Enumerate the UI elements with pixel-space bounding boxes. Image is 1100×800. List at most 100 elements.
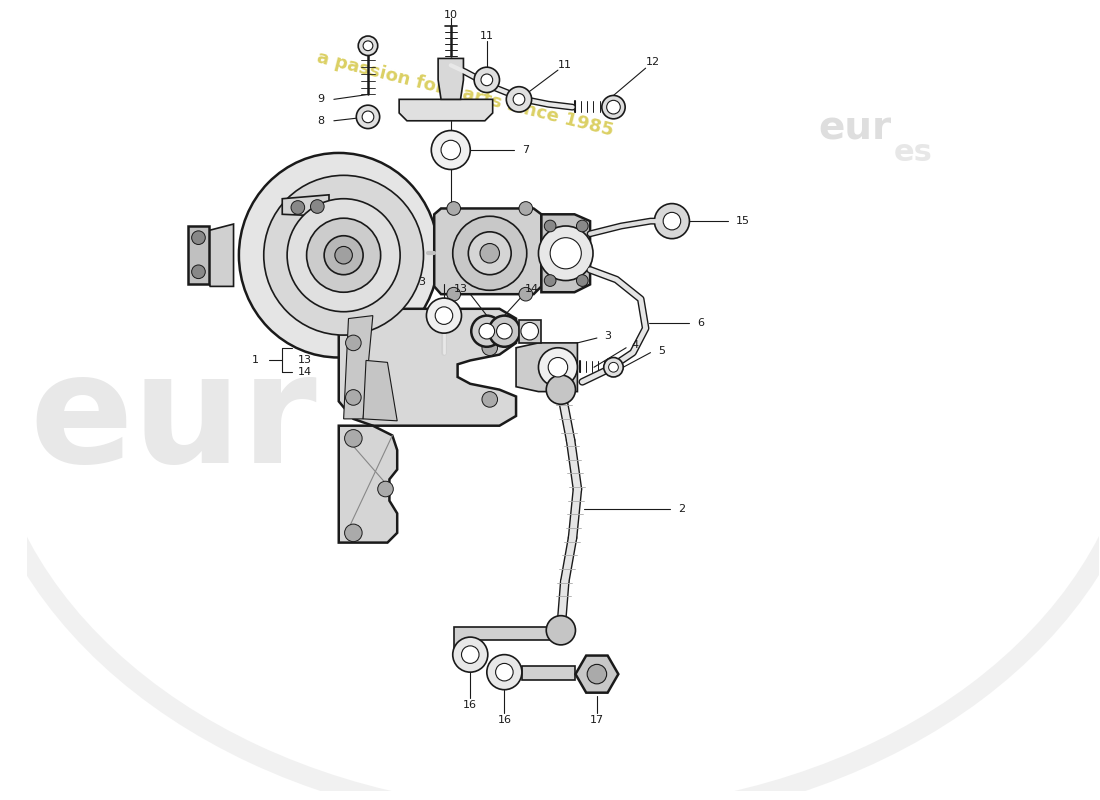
Circle shape: [521, 322, 539, 340]
Circle shape: [487, 654, 521, 690]
Circle shape: [548, 358, 568, 377]
Circle shape: [345, 390, 361, 406]
Circle shape: [453, 637, 487, 672]
Text: 14: 14: [525, 284, 539, 294]
Text: 3: 3: [418, 278, 425, 287]
Polygon shape: [516, 343, 578, 392]
Circle shape: [519, 287, 532, 301]
Text: 16: 16: [497, 715, 512, 725]
Circle shape: [604, 358, 624, 377]
Text: 2: 2: [678, 503, 685, 514]
Circle shape: [441, 140, 461, 160]
Circle shape: [462, 646, 478, 663]
Text: 8: 8: [317, 116, 324, 126]
Circle shape: [478, 323, 495, 339]
Circle shape: [602, 95, 625, 119]
Circle shape: [544, 220, 556, 232]
Polygon shape: [339, 309, 516, 426]
Circle shape: [663, 212, 681, 230]
Circle shape: [480, 243, 499, 263]
Polygon shape: [339, 426, 397, 542]
Circle shape: [587, 664, 607, 684]
Circle shape: [191, 231, 206, 245]
Circle shape: [359, 36, 377, 55]
Circle shape: [191, 265, 206, 278]
Circle shape: [453, 216, 527, 290]
Text: a passion for parts since 1985: a passion for parts since 1985: [316, 49, 616, 140]
Text: 16: 16: [463, 700, 477, 710]
Circle shape: [496, 663, 513, 681]
Circle shape: [513, 94, 525, 105]
Circle shape: [482, 340, 497, 355]
Circle shape: [427, 298, 462, 333]
Circle shape: [377, 482, 394, 497]
Circle shape: [264, 175, 424, 335]
Circle shape: [481, 74, 493, 86]
Text: 1: 1: [252, 355, 258, 366]
Text: 11: 11: [480, 31, 494, 41]
Circle shape: [334, 246, 352, 264]
Text: 3: 3: [604, 331, 611, 341]
Polygon shape: [575, 655, 618, 693]
Text: eur: eur: [30, 346, 317, 495]
Circle shape: [436, 307, 453, 324]
Polygon shape: [399, 99, 493, 121]
Text: 13: 13: [298, 355, 311, 366]
Circle shape: [544, 274, 556, 286]
Text: 14: 14: [298, 367, 312, 377]
Circle shape: [363, 41, 373, 50]
Polygon shape: [207, 224, 233, 286]
Polygon shape: [519, 319, 541, 343]
Circle shape: [310, 200, 324, 214]
Circle shape: [654, 203, 690, 238]
Circle shape: [344, 524, 362, 542]
Text: 15: 15: [736, 216, 750, 226]
Text: 17: 17: [590, 715, 604, 725]
Polygon shape: [521, 666, 574, 680]
Circle shape: [469, 232, 512, 274]
Circle shape: [447, 202, 461, 215]
Circle shape: [547, 375, 575, 404]
Circle shape: [287, 198, 400, 312]
Text: 7: 7: [521, 145, 529, 155]
Circle shape: [539, 226, 593, 281]
Circle shape: [345, 335, 361, 350]
Circle shape: [576, 274, 588, 286]
Circle shape: [431, 130, 471, 170]
Text: 5: 5: [658, 346, 666, 356]
Circle shape: [547, 616, 575, 645]
Circle shape: [519, 202, 532, 215]
Polygon shape: [434, 209, 541, 294]
Circle shape: [488, 316, 520, 346]
Circle shape: [506, 86, 531, 112]
Circle shape: [324, 236, 363, 274]
Text: 4: 4: [631, 340, 638, 350]
Ellipse shape: [239, 153, 439, 358]
Polygon shape: [343, 316, 373, 419]
Circle shape: [344, 430, 362, 447]
Text: 12: 12: [646, 58, 660, 67]
Circle shape: [482, 392, 497, 407]
Polygon shape: [541, 214, 590, 292]
Circle shape: [607, 100, 620, 114]
Circle shape: [496, 323, 513, 339]
Circle shape: [356, 105, 380, 129]
Text: es: es: [894, 138, 933, 167]
Polygon shape: [188, 226, 209, 285]
Circle shape: [447, 287, 461, 301]
Text: 6: 6: [697, 318, 704, 329]
Circle shape: [576, 220, 588, 232]
Circle shape: [474, 67, 499, 93]
Circle shape: [362, 111, 374, 122]
Polygon shape: [283, 195, 329, 216]
Circle shape: [539, 348, 578, 386]
Circle shape: [307, 218, 381, 292]
Text: 9: 9: [317, 94, 324, 104]
Circle shape: [550, 238, 581, 269]
Text: 13: 13: [453, 284, 468, 294]
Text: eur: eur: [818, 110, 892, 147]
Circle shape: [471, 316, 503, 346]
Polygon shape: [453, 627, 561, 657]
Polygon shape: [438, 58, 463, 99]
Polygon shape: [363, 361, 397, 421]
